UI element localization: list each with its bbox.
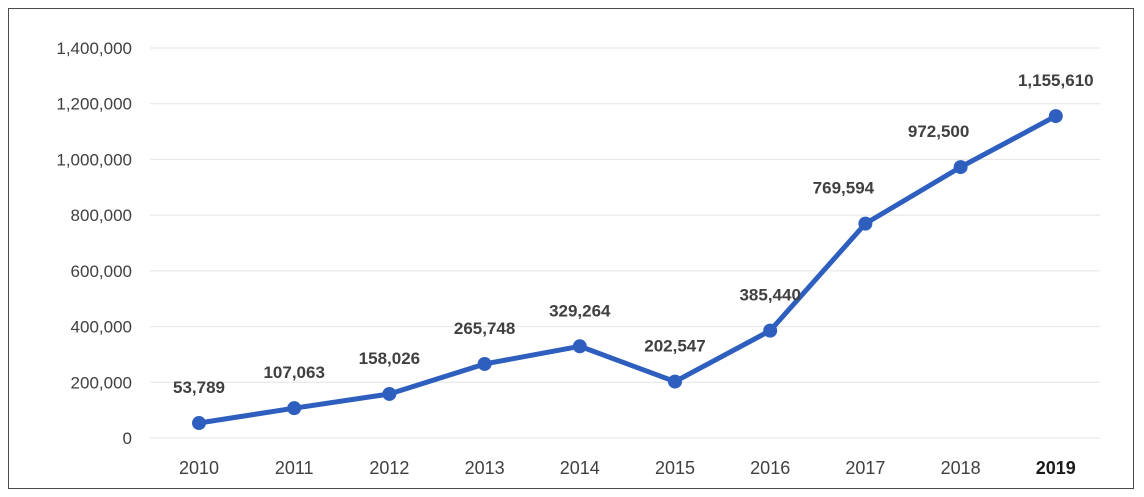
x-tick-label: 2016 — [750, 458, 790, 478]
y-tick-label: 400,000 — [71, 318, 132, 337]
data-label: 769,594 — [813, 179, 875, 198]
chart-frame — [8, 8, 1134, 489]
data-label: 53,789 — [173, 378, 225, 397]
y-tick-label: 600,000 — [71, 262, 132, 281]
data-point — [477, 356, 492, 371]
data-point — [858, 216, 873, 231]
y-tick-label: 1,400,000 — [56, 39, 132, 58]
x-tick-label: 2010 — [179, 458, 219, 478]
data-label: 265,748 — [454, 319, 515, 338]
data-label: 107,063 — [263, 363, 324, 382]
data-point — [953, 160, 968, 175]
x-tick-label: 2019 — [1036, 458, 1076, 478]
y-tick-label: 200,000 — [71, 373, 132, 392]
data-point — [763, 323, 778, 338]
y-tick-label: 1,200,000 — [56, 95, 132, 114]
y-tick-label: 1,000,000 — [56, 150, 132, 169]
data-point — [572, 339, 587, 354]
data-label: 329,264 — [549, 301, 611, 320]
data-label: 158,026 — [359, 349, 420, 368]
x-tick-label: 2012 — [369, 458, 409, 478]
data-point — [287, 401, 302, 416]
data-point — [382, 386, 397, 401]
x-tick-label: 2017 — [845, 458, 885, 478]
data-point — [668, 374, 682, 389]
x-tick-label: 2011 — [275, 458, 314, 478]
data-label: 202,547 — [644, 337, 705, 356]
x-tick-label: 2014 — [560, 458, 600, 478]
data-label: 385,440 — [739, 286, 800, 305]
data-point — [192, 416, 206, 431]
x-tick-label: 2018 — [941, 458, 981, 478]
y-tick-label: 0 — [123, 429, 132, 448]
data-label: 972,500 — [908, 122, 969, 141]
data-label: 1,155,610 — [1018, 71, 1094, 90]
x-tick-label: 2015 — [655, 458, 695, 478]
series-line — [196, 113, 1059, 426]
data-point — [1048, 109, 1063, 124]
y-tick-label: 800,000 — [71, 206, 132, 225]
x-tick-label: 2013 — [465, 458, 505, 478]
